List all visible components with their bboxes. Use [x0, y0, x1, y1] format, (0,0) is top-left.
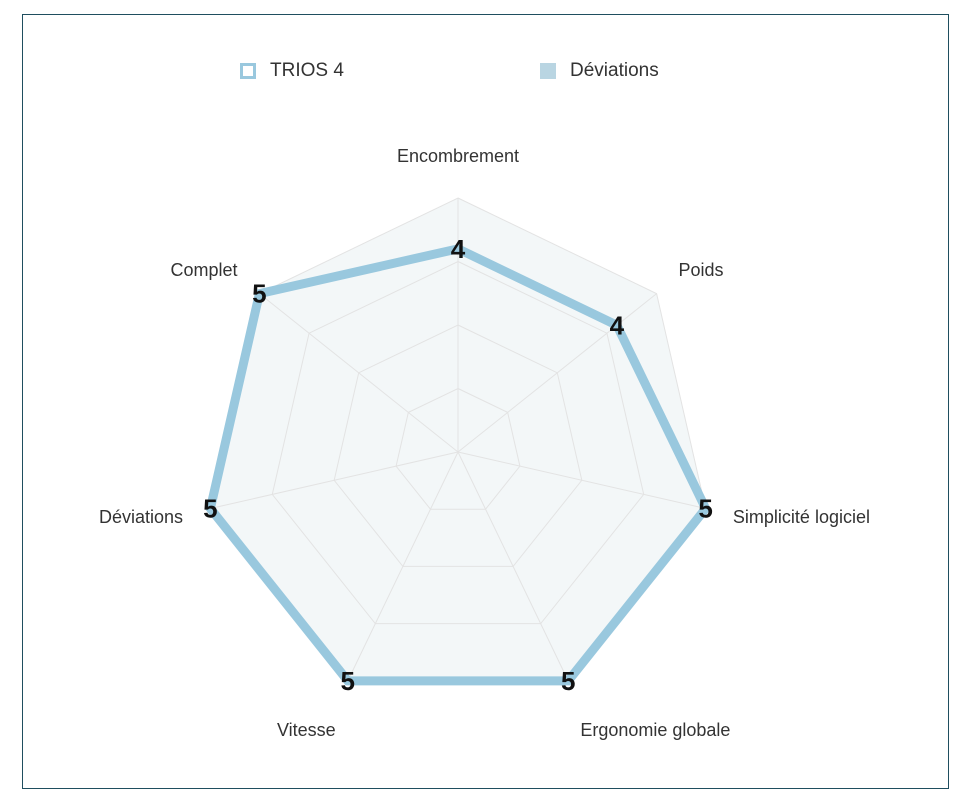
grid-spoke [259, 293, 459, 453]
data-label: 4 [451, 234, 466, 264]
data-label: 5 [203, 494, 217, 524]
axis-label: Simplicité logiciel [733, 507, 870, 527]
data-label: 4 [610, 310, 625, 340]
grid-spoke [457, 293, 657, 453]
axis-label: Ergonomie globale [580, 720, 730, 740]
series-line-trios4 [205, 244, 711, 686]
legend-label: TRIOS 4 [270, 60, 344, 81]
legend-item-deviations: Déviations [540, 60, 659, 82]
axis-label: Déviations [99, 507, 183, 527]
grid-spoke [457, 451, 706, 510]
axis-label: Encombrement [397, 146, 519, 166]
data-label: 5 [252, 279, 266, 309]
axis-label: Poids [678, 260, 723, 280]
data-label: 5 [561, 666, 575, 696]
axis-label: Vitesse [277, 720, 336, 740]
legend-item-trios4: TRIOS 4 [240, 60, 344, 82]
grid-ring [271, 260, 645, 625]
legend-swatch-outline [240, 63, 256, 79]
legend-label: Déviations [570, 60, 659, 81]
data-label: 5 [341, 666, 355, 696]
grid-ring [395, 387, 521, 510]
grid-spoke [210, 451, 459, 510]
grid-spoke [347, 451, 459, 682]
axis-label: Complet [170, 260, 237, 280]
legend-swatch-filled [540, 63, 556, 79]
grid-spoke [457, 451, 569, 682]
grid-ring [333, 324, 583, 567]
data-label: 5 [698, 494, 712, 524]
